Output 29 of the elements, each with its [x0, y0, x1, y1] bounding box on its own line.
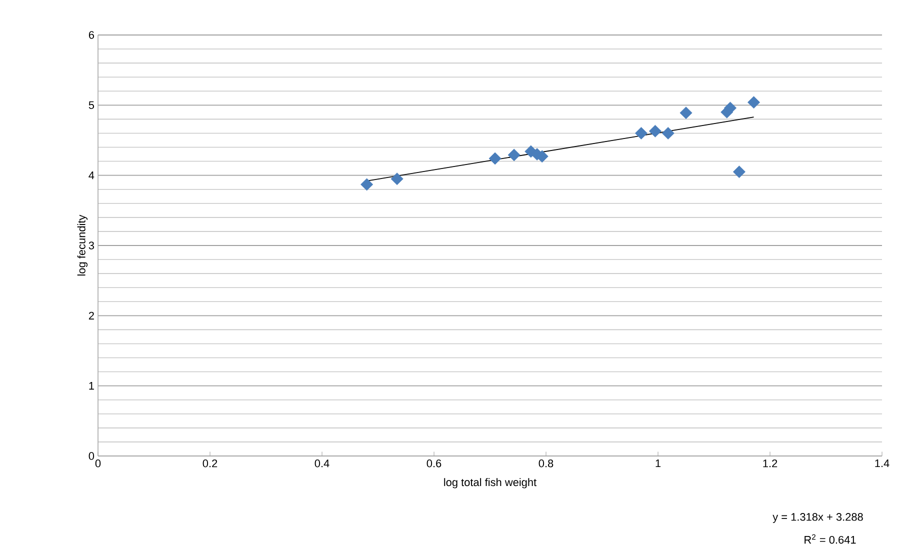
text: R$^{2}$ = 0.641	[804, 534, 856, 544]
y-tick-label: 6	[88, 31, 94, 39]
text: y = 1.318x + 3.288	[772, 513, 863, 523]
point	[747, 96, 760, 109]
y-axis-title: log fecundity	[77, 214, 88, 276]
point	[508, 148, 520, 162]
x-tick-label: 1.2	[763, 460, 778, 468]
point	[390, 172, 404, 186]
point	[634, 127, 648, 140]
y-tick-label: 4	[88, 172, 94, 180]
x-tick-label: 1	[656, 460, 661, 468]
y-tick-label: 1	[89, 382, 94, 390]
x-tick-label: 0.4	[314, 460, 330, 468]
y-tick-label: 3	[88, 242, 94, 250]
y-tick-label: 0	[88, 452, 94, 460]
x-axis-title: log total fish weight	[444, 478, 537, 488]
point	[648, 124, 662, 138]
x-tick-label: 0.8	[538, 460, 554, 468]
point	[488, 152, 502, 165]
x-tick-label: 0	[95, 460, 101, 468]
y-tick-label: 5	[88, 101, 94, 109]
point	[360, 178, 374, 191]
x-tick-label: 0.2	[202, 460, 218, 468]
x-tick-label: 0.6	[426, 460, 442, 468]
point	[680, 106, 692, 120]
point	[662, 127, 674, 140]
x-tick-label: 1.4	[875, 460, 890, 468]
y-tick-label: 2	[88, 312, 94, 320]
point	[732, 166, 746, 178]
